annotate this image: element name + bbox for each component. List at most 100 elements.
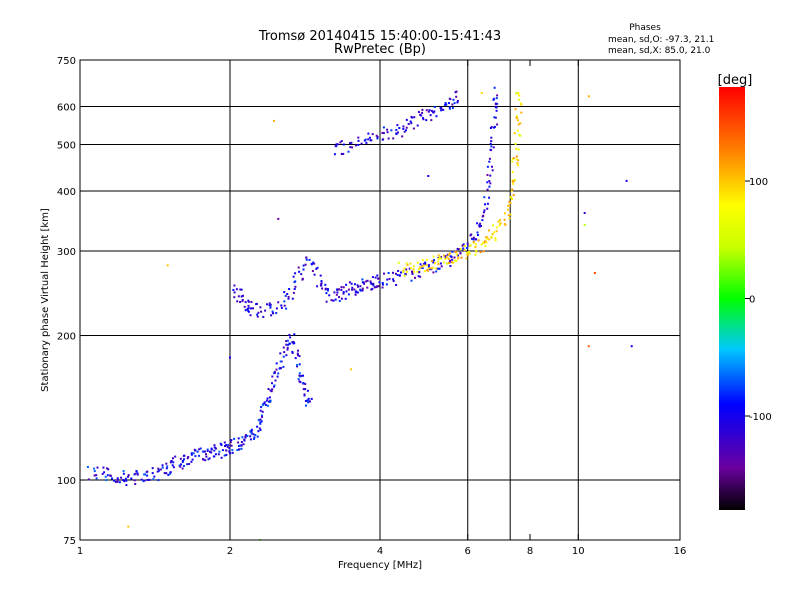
data-point-series-0 (228, 452, 231, 455)
data-point-series-2 (520, 103, 523, 106)
data-point-series-3 (422, 118, 425, 121)
data-point-series-0 (224, 445, 226, 447)
data-point-series-3 (456, 101, 459, 104)
data-point-series-0 (95, 477, 98, 480)
data-point-series-2 (459, 247, 462, 250)
data-point-series-0 (265, 399, 268, 402)
data-point-series-1 (478, 224, 481, 227)
data-point-series-0 (198, 448, 201, 451)
data-point-series-0 (244, 435, 247, 438)
data-point-series-1 (418, 270, 421, 273)
data-point-series-1 (300, 273, 303, 276)
data-point-series-1 (453, 256, 456, 259)
data-point-series-1 (330, 299, 333, 302)
data-point-series-2 (413, 270, 416, 273)
data-point-series-1 (268, 302, 271, 305)
data-point-series-2 (506, 208, 509, 211)
data-point-series-0 (95, 474, 98, 477)
data-point-series-1 (438, 267, 441, 270)
data-point-series-1 (419, 275, 422, 278)
x-tick-label: 2 (227, 546, 233, 557)
data-point-series-1 (327, 289, 329, 292)
data-point-series-0 (183, 458, 185, 461)
data-point-series-1 (467, 244, 470, 247)
data-point-series-3 (381, 131, 384, 134)
data-point-series-1 (371, 287, 374, 290)
data-point-outlier (166, 264, 169, 267)
y-tick-label: 500 (57, 141, 76, 152)
data-point-series-0 (306, 399, 309, 402)
data-point-series-1 (326, 288, 329, 291)
data-point-series-0 (291, 351, 294, 354)
data-point-series-3 (376, 137, 379, 140)
grid-lines (80, 60, 680, 540)
data-point-series-0 (161, 466, 164, 469)
data-point-series-1 (437, 267, 440, 270)
data-point-series-0 (199, 447, 202, 450)
data-point-series-0 (221, 449, 224, 452)
data-point-series-2 (484, 240, 486, 243)
data-point-series-0 (205, 453, 207, 456)
data-point-series-0 (302, 382, 305, 384)
data-point-series-0 (223, 441, 226, 444)
chart-subtitle: RwPretec (Bp) (334, 42, 426, 57)
data-point-series-0 (122, 479, 125, 481)
data-point-series-0 (296, 352, 299, 355)
data-point-series-0 (226, 445, 229, 448)
data-point-series-0 (270, 390, 273, 393)
data-point-series-0 (179, 465, 182, 468)
data-point-series-0 (302, 374, 304, 377)
data-point-series-0 (86, 466, 89, 468)
data-point-series-0 (122, 472, 125, 475)
data-point-series-1 (400, 271, 402, 274)
data-point-series-2 (445, 256, 448, 259)
data-point-series-1 (387, 272, 390, 274)
data-point-series-0 (240, 444, 243, 447)
data-point-series-0 (170, 460, 173, 463)
data-point-series-0 (289, 336, 292, 339)
data-point-series-2 (475, 249, 478, 252)
x-tick-label: 6 (465, 546, 471, 557)
data-point-series-3 (336, 143, 339, 146)
data-point-series-1 (461, 244, 464, 247)
data-point-series-1 (348, 281, 351, 284)
data-point-series-0 (287, 343, 290, 346)
data-point-series-3 (430, 119, 433, 122)
data-point-series-0 (111, 477, 113, 480)
data-point-series-2 (511, 160, 514, 163)
data-point-series-1 (495, 97, 498, 100)
data-point-series-1 (439, 262, 442, 265)
data-point-series-0 (304, 400, 307, 402)
data-point-series-2 (518, 94, 521, 97)
data-point-series-0 (282, 346, 285, 349)
data-point-series-0 (256, 435, 259, 438)
data-point-series-3 (417, 111, 420, 113)
data-point-series-1 (257, 311, 260, 314)
data-point-series-0 (190, 460, 193, 463)
data-point-series-0 (259, 418, 262, 421)
y-tick-label: 400 (57, 187, 76, 198)
data-point-series-1 (334, 298, 337, 301)
data-point-series-0 (201, 450, 204, 453)
data-point-series-1 (488, 185, 491, 188)
data-point-outlier (587, 95, 590, 98)
data-point-series-0 (123, 480, 126, 483)
data-point-series-0 (259, 422, 262, 425)
data-point-series-0 (93, 470, 96, 473)
data-point-series-1 (392, 280, 395, 282)
data-point-series-0 (240, 447, 243, 450)
data-point-series-1 (304, 263, 307, 266)
data-point-series-3 (360, 142, 363, 145)
data-point-series-1 (365, 280, 368, 283)
data-point-series-2 (405, 262, 408, 265)
data-point-series-1 (444, 255, 447, 258)
data-point-series-0 (165, 467, 168, 470)
data-point-series-1 (320, 280, 323, 283)
data-point-series-1 (488, 160, 491, 163)
y-tick-label: 750 (57, 56, 76, 67)
data-point-series-3 (386, 128, 389, 131)
data-point-series-2 (511, 198, 513, 201)
data-point-series-1 (250, 301, 253, 303)
data-point-series-1 (476, 234, 479, 236)
data-point-series-0 (122, 470, 125, 473)
